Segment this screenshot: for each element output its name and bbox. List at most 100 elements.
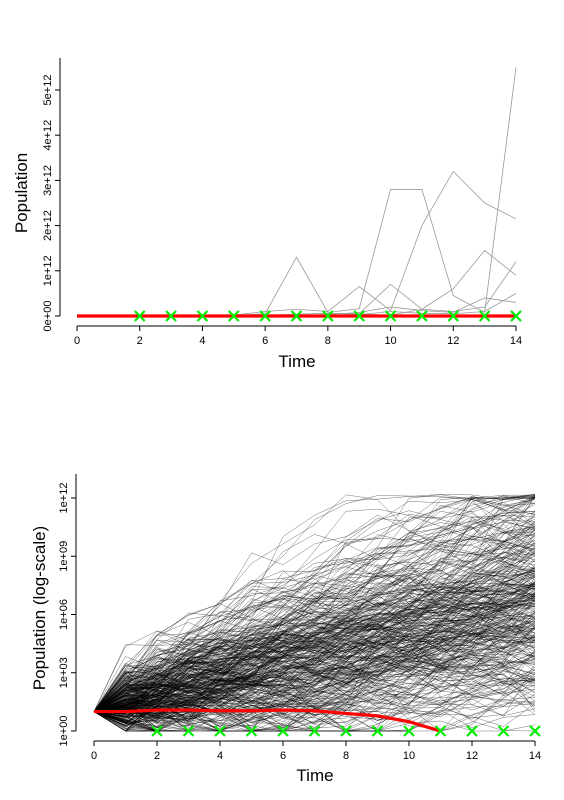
x-tick-label: 12: [447, 335, 459, 347]
trajectory-line: [77, 261, 517, 317]
trajectory-line: [93, 582, 536, 732]
trajectory-line: [93, 529, 536, 712]
trajectory-line: [93, 625, 536, 712]
x-tick-label: 12: [466, 750, 478, 762]
trajectory-line: [93, 560, 536, 722]
extinction-marker: [322, 310, 334, 322]
x-tick-label: 6: [280, 750, 286, 762]
trajectory-line: [93, 673, 536, 732]
y-tick-label: 1e+09: [58, 541, 70, 572]
trajectory-line: [93, 521, 536, 712]
trajectory-line: [93, 510, 536, 712]
extinction-marker: [133, 310, 146, 322]
trajectory-line: [93, 544, 536, 712]
trajectory-line: [93, 588, 536, 721]
trajectory-line: [93, 602, 536, 714]
trajectory-line: [93, 620, 536, 718]
trajectory-line: [93, 593, 536, 712]
trajectory-line: [77, 249, 517, 317]
trajectory-line: [93, 628, 536, 712]
x-tick-label: 8: [343, 750, 349, 762]
trajectory-line: [93, 618, 536, 712]
extinction-markers: [133, 310, 522, 322]
extinction-marker: [497, 725, 510, 737]
trajectory-line: [93, 711, 158, 732]
trajectory-line: [93, 495, 536, 712]
extinction-marker: [214, 725, 226, 737]
y-tick-label: 4e+12: [42, 120, 54, 151]
trajectory-line: [93, 711, 189, 732]
trajectory-line: [93, 581, 536, 712]
marker-stroke: [214, 725, 226, 737]
extinction-marker: [290, 310, 303, 322]
trajectory-line: [77, 170, 517, 317]
trajectory-line: [93, 544, 536, 714]
y-tick-label: 1e+12: [42, 255, 54, 286]
extinction-marker: [466, 725, 478, 737]
extinction-marker: [384, 310, 397, 322]
trajectory-line: [93, 633, 536, 712]
trajectory-line: [93, 502, 536, 712]
marker-stroke: [277, 725, 289, 737]
marker-stroke: [510, 310, 522, 322]
x-axis-title: Time: [278, 352, 315, 371]
trajectory-line: [93, 569, 536, 714]
trajectory-line: [93, 496, 536, 712]
y-tick-label: 3e+12: [42, 165, 54, 196]
marker-stroke: [447, 310, 460, 322]
marker-stroke: [151, 725, 163, 737]
trajectory-line: [93, 601, 536, 732]
marker-stroke: [371, 725, 384, 737]
trajectory-line: [93, 635, 536, 732]
x-tick-label: 14: [510, 335, 522, 347]
extinction-marker: [416, 310, 428, 322]
x-tick-label: 2: [137, 335, 143, 347]
x-tick-label: 0: [74, 335, 80, 347]
linear-population-chart: 0 2 4 6 8 10 12 14 0e+00 1e+12 2e+12 3e+12 4e+12 5e+1…: [12, 58, 522, 371]
trajectory-line: [93, 711, 126, 732]
trajectory-line: [93, 496, 536, 712]
trajectory-line: [93, 643, 536, 716]
x-tick-label: 4: [199, 335, 205, 347]
trajectory-line: [93, 617, 536, 712]
trajectory-line: [93, 669, 536, 729]
trajectory-line: [93, 604, 536, 729]
marker-stroke: [353, 310, 365, 322]
x-tick-label: 8: [325, 335, 331, 347]
extinction-marker: [403, 725, 415, 737]
marker-stroke: [403, 725, 415, 737]
trajectory-line: [93, 496, 536, 722]
trajectory-line: [93, 592, 536, 712]
y-tick-label: 1e+12: [58, 483, 70, 514]
extinction-marker: [259, 310, 271, 322]
marker-stroke: [434, 725, 447, 737]
extinction-marker: [447, 310, 460, 322]
trajectory-line: [93, 608, 536, 724]
x-tick-label: 4: [217, 750, 223, 762]
trajectory-lines: [77, 67, 517, 317]
trajectory-line: [93, 496, 536, 713]
trajectory-line: [93, 501, 536, 712]
extinction-marker: [151, 725, 163, 737]
marker-stroke: [308, 725, 321, 737]
x-tick-label: 6: [262, 335, 268, 347]
y-tick-label: 2e+12: [42, 210, 54, 241]
x-tick-label: 2: [154, 750, 160, 762]
trajectory-line: [93, 598, 536, 712]
extinction-marker: [182, 725, 195, 737]
y-tick-label: 5e+12: [42, 75, 54, 106]
marker-stroke: [290, 310, 303, 322]
trajectory-lines: [93, 493, 536, 732]
y-tick-label: 1e+00: [58, 716, 70, 747]
extinction-marker: [245, 725, 258, 737]
trajectory-line: [93, 494, 536, 712]
trajectory-line: [93, 661, 536, 732]
trajectory-line: [93, 539, 536, 712]
extinction-marker: [308, 725, 321, 737]
trajectory-line: [93, 586, 536, 712]
trajectory-line: [93, 640, 536, 712]
trajectory-line: [93, 557, 536, 712]
x-tick-label: 10: [384, 335, 396, 347]
marker-stroke: [529, 725, 541, 737]
